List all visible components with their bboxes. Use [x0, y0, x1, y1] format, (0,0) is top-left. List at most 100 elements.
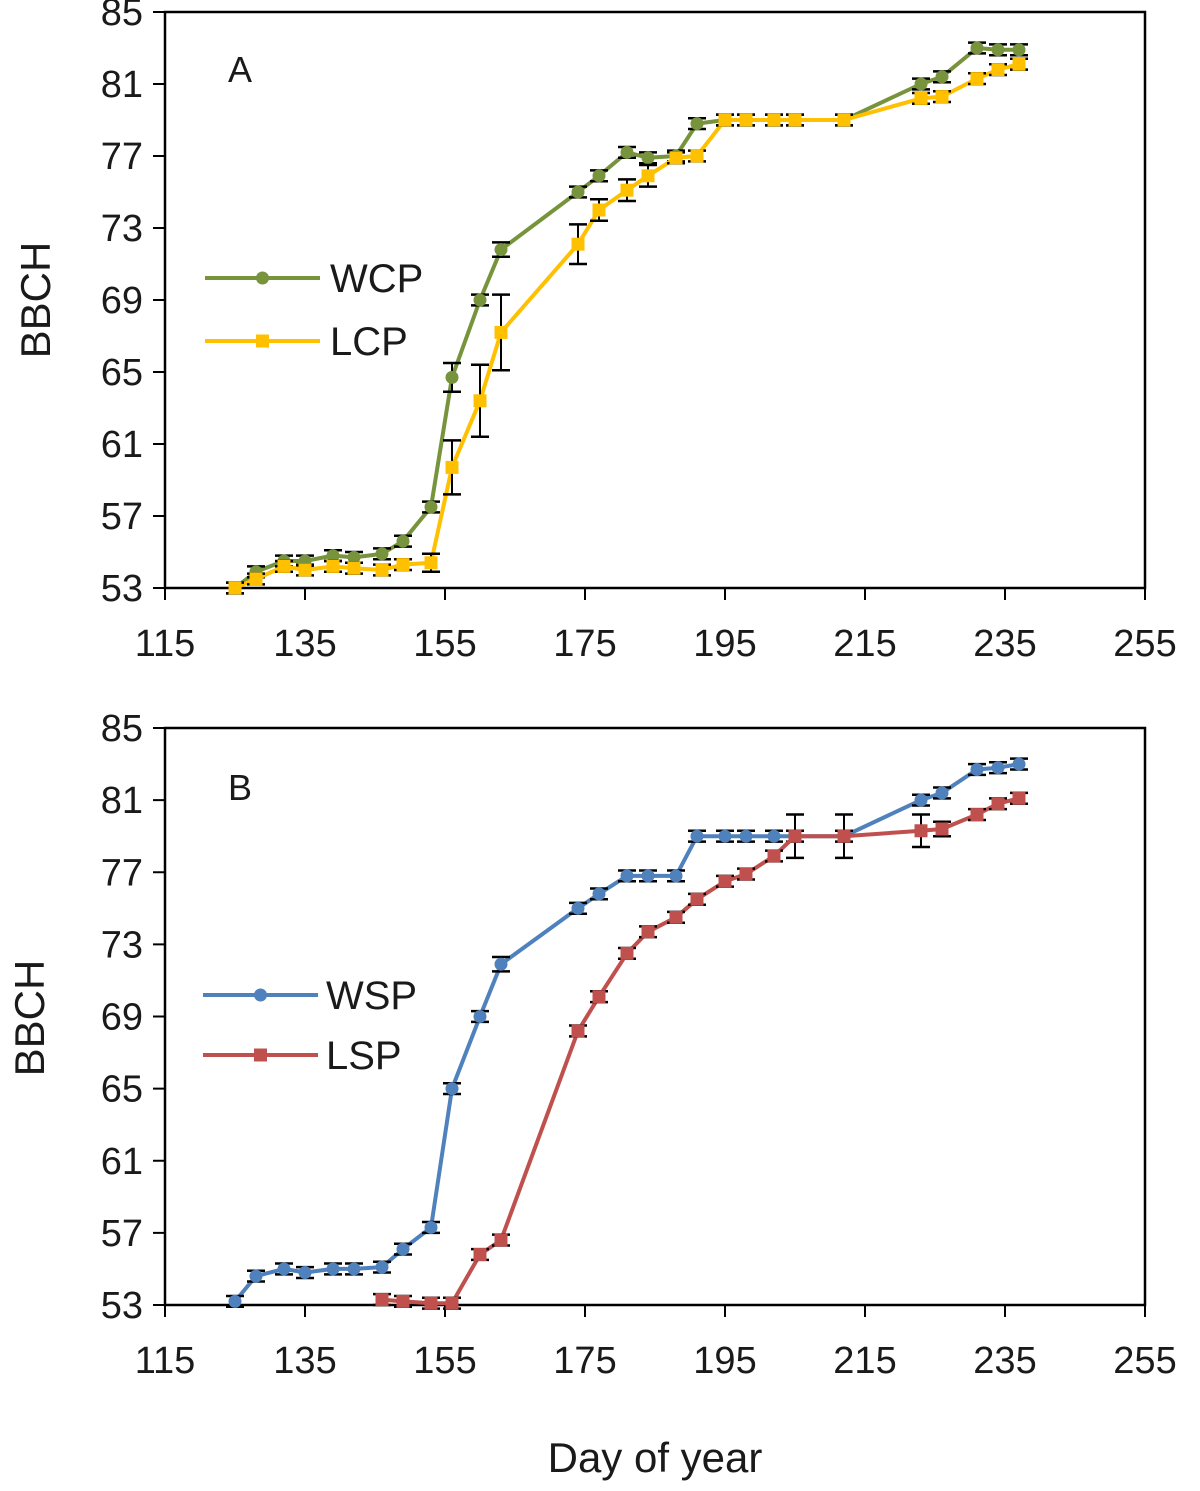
data-point — [690, 829, 704, 843]
y-tick-label: 53 — [101, 568, 143, 610]
data-point — [375, 1293, 389, 1307]
y-tick-label: 85 — [101, 708, 143, 750]
chart-panel-a: 115 135 155 175 195 215 235 255 53 57 61 65 69 73 77 81… — [12, 0, 1177, 665]
panel-label: A — [228, 49, 252, 90]
legend-entry-lsp: LSP — [203, 1034, 402, 1078]
data-point — [494, 1233, 508, 1247]
data-point — [396, 1294, 410, 1308]
y-tick-label: 57 — [101, 1213, 143, 1255]
y-tick-label: 65 — [101, 1069, 143, 1111]
legend-marker — [254, 988, 267, 1002]
x-tick-label: 135 — [273, 623, 336, 665]
y-tick-label: 73 — [101, 208, 143, 250]
series-wsp — [226, 757, 1028, 1309]
data-point — [445, 1296, 459, 1310]
data-point — [788, 829, 802, 843]
y-tick-label: 81 — [101, 64, 143, 106]
data-point — [298, 563, 312, 577]
data-point — [396, 558, 410, 572]
y-tick-label: 65 — [101, 352, 143, 394]
data-point — [473, 1010, 487, 1023]
data-point — [788, 113, 802, 127]
x-tick-label: 255 — [1113, 623, 1176, 665]
data-point — [249, 1269, 263, 1283]
y-tick-label: 85 — [101, 0, 143, 34]
data-point — [494, 325, 508, 339]
y-tick-label: 77 — [101, 852, 143, 894]
x-tick-label: 175 — [553, 1340, 616, 1382]
data-point — [347, 1262, 361, 1276]
data-point — [396, 1242, 410, 1256]
chart-panel-b: 115 135 155 175 195 215 235 255 53 57 61 65 69 73 77 81… — [6, 708, 1177, 1382]
data-point — [641, 151, 655, 165]
data-point — [641, 169, 655, 183]
data-point — [445, 460, 459, 474]
data-point — [375, 1260, 389, 1274]
series-line — [381, 796, 1020, 1306]
data-point — [1012, 757, 1026, 771]
data-point — [298, 1266, 312, 1280]
data-point — [935, 822, 949, 836]
data-point — [494, 957, 508, 971]
plot-area — [163, 10, 1147, 590]
y-tick-label: 73 — [101, 924, 143, 966]
data-point — [970, 72, 984, 86]
data-point — [1012, 791, 1026, 805]
legend-label: WSP — [326, 974, 417, 1018]
data-point — [718, 113, 732, 127]
data-point — [445, 370, 459, 384]
data-point — [935, 70, 949, 84]
data-point — [767, 849, 781, 863]
y-tick-label: 61 — [101, 1141, 143, 1183]
data-point — [326, 559, 340, 573]
x-tick-label: 155 — [413, 623, 476, 665]
data-point — [767, 113, 781, 127]
data-point — [228, 1294, 242, 1308]
data-point — [991, 761, 1005, 775]
data-point — [718, 829, 732, 843]
data-point — [641, 925, 655, 939]
series-line — [233, 46, 1019, 590]
data-point — [690, 117, 704, 131]
y-tick-label: 69 — [101, 280, 143, 322]
data-point — [228, 581, 242, 595]
data-point — [935, 786, 949, 800]
data-point — [935, 90, 949, 104]
x-tick-label: 255 — [1113, 1340, 1176, 1382]
data-point — [347, 561, 361, 575]
y-tick-label: 61 — [101, 424, 143, 466]
data-point — [375, 547, 389, 561]
data-point — [494, 243, 508, 257]
x-tick-label: 235 — [973, 1340, 1036, 1382]
data-point — [1012, 43, 1026, 57]
y-tick-label: 69 — [101, 997, 143, 1039]
legend-entry-wcp: WCP — [205, 257, 423, 301]
data-point — [914, 824, 928, 838]
data-point — [424, 1220, 438, 1234]
data-point — [473, 394, 487, 408]
data-point — [424, 500, 438, 514]
data-point — [991, 797, 1005, 811]
legend-entry-wsp: WSP — [203, 974, 417, 1018]
series-wcp — [226, 41, 1028, 595]
y-axis-title: BBCH — [6, 960, 53, 1077]
data-point — [718, 874, 732, 888]
data-point — [571, 901, 585, 915]
data-point — [690, 892, 704, 906]
data-point — [914, 91, 928, 105]
series-lcp — [226, 57, 1028, 595]
data-point — [837, 113, 851, 127]
data-point — [473, 1248, 487, 1262]
data-point — [914, 77, 928, 91]
y-tick-label: 77 — [101, 136, 143, 178]
x-tick-label: 175 — [553, 623, 616, 665]
data-point — [991, 43, 1005, 57]
data-point — [592, 887, 606, 901]
x-tick-label: 215 — [833, 1340, 896, 1382]
data-point — [326, 1262, 340, 1276]
data-point — [970, 41, 984, 55]
y-tick-label: 81 — [101, 780, 143, 822]
data-point — [669, 910, 683, 924]
data-point — [326, 549, 340, 563]
